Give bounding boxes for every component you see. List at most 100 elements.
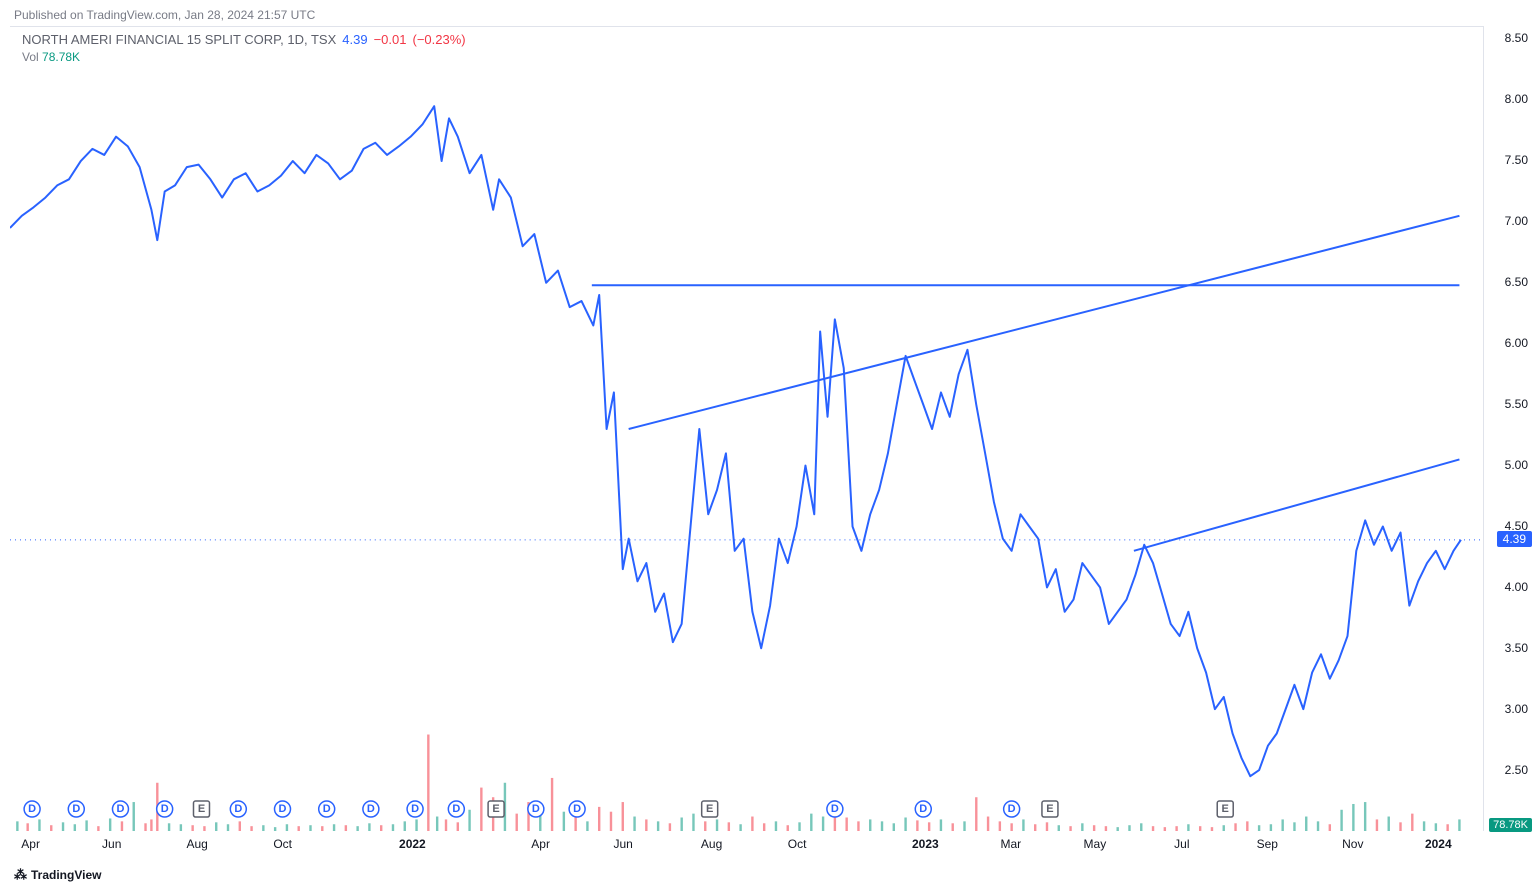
volume-bar (1435, 823, 1437, 831)
volume-bar (669, 823, 671, 831)
earnings-marker-icon[interactable]: E (1217, 801, 1233, 817)
volume-bar (845, 817, 847, 831)
volume-bar (633, 817, 635, 831)
x-tick-label: 2022 (399, 837, 426, 851)
volume-bar (751, 817, 753, 831)
volume-bar (168, 823, 170, 831)
volume-bar (622, 802, 624, 831)
volume-bar (321, 826, 323, 831)
volume-bar (916, 820, 918, 831)
volume-bar (869, 819, 871, 831)
x-tick-label: Sep (1257, 837, 1278, 851)
dividend-marker-icon[interactable]: D (112, 801, 128, 817)
x-tick-label: May (1084, 837, 1107, 851)
svg-text:D: D (161, 803, 169, 815)
volume-bar (250, 826, 252, 831)
volume-bar (1211, 827, 1213, 831)
volume-bar (963, 821, 965, 831)
svg-text:E: E (706, 803, 713, 815)
dividend-marker-icon[interactable]: D (363, 801, 379, 817)
volume-bar (739, 824, 741, 831)
volume-bar (1340, 810, 1342, 831)
x-tick-label: Jul (1174, 837, 1189, 851)
dividend-marker-icon[interactable]: D (319, 801, 335, 817)
volume-bar (1058, 825, 1060, 831)
dividend-marker-icon[interactable]: D (24, 801, 40, 817)
x-tick-label: Apr (531, 837, 550, 851)
volume-bar (144, 823, 146, 831)
svg-text:E: E (198, 803, 205, 815)
volume-bar (680, 817, 682, 831)
volume-bar (1140, 823, 1142, 831)
earnings-marker-icon[interactable]: E (702, 801, 718, 817)
volume-bar (1458, 819, 1460, 831)
volume-bar (1034, 824, 1036, 831)
volume-bar (1258, 825, 1260, 831)
x-axis: AprJunAugOct2022AprJunAugOct2023MarMayJu… (10, 833, 1484, 855)
dividend-marker-icon[interactable]: D (528, 801, 544, 817)
volume-bar (692, 814, 694, 831)
volume-bar (215, 822, 217, 831)
svg-text:D: D (831, 803, 839, 815)
earnings-marker-icon[interactable]: E (488, 801, 504, 817)
dividend-marker-icon[interactable]: D (157, 801, 173, 817)
volume-bar (563, 812, 565, 831)
trend-line[interactable] (1134, 459, 1460, 550)
volume-bar (928, 822, 930, 831)
volume-bar (1293, 822, 1295, 831)
volume-bar (333, 824, 335, 831)
svg-text:D: D (323, 803, 331, 815)
dividend-marker-icon[interactable]: D (915, 801, 931, 817)
earnings-marker-icon[interactable]: E (193, 801, 209, 817)
dividend-marker-icon[interactable]: D (407, 801, 423, 817)
volume-bar (1199, 826, 1201, 831)
x-tick-label: 2023 (912, 837, 939, 851)
dividend-marker-icon[interactable]: D (569, 801, 585, 817)
volume-bar (586, 821, 588, 831)
volume-bar (16, 821, 18, 831)
dividend-marker-icon[interactable]: D (275, 801, 291, 817)
x-tick-label: Aug (187, 837, 208, 851)
volume-bar (1376, 819, 1378, 831)
volume-bar (645, 819, 647, 831)
trend-line[interactable] (629, 216, 1460, 429)
volume-bar (436, 817, 438, 831)
svg-text:E: E (1046, 803, 1053, 815)
earnings-marker-icon[interactable]: E (1042, 801, 1058, 817)
dividend-marker-icon[interactable]: D (68, 801, 84, 817)
volume-bar (1329, 824, 1331, 831)
dividend-marker-icon[interactable]: D (448, 801, 464, 817)
volume-bar (74, 824, 76, 831)
volume-bar (1317, 821, 1319, 831)
volume-badge: 78.78K (1489, 818, 1532, 832)
y-axis: 8.508.007.507.006.506.005.505.004.504.00… (1486, 26, 1534, 831)
volume-bar (150, 819, 152, 831)
volume-bar (427, 735, 429, 831)
volume-bar (121, 821, 123, 831)
volume-bar (457, 822, 459, 831)
y-tick-label: 7.00 (1505, 214, 1528, 228)
volume-bar (1411, 814, 1413, 831)
volume-bar (1046, 822, 1048, 831)
y-tick-label: 7.50 (1505, 153, 1528, 167)
y-tick-label: 6.50 (1505, 275, 1528, 289)
volume-bar (380, 825, 382, 831)
dividend-marker-icon[interactable]: D (1004, 801, 1020, 817)
tradingview-logo-icon: ⁂ (14, 867, 27, 883)
dividend-marker-icon[interactable]: D (230, 801, 246, 817)
volume-bar (1128, 825, 1130, 831)
volume-bar (987, 817, 989, 831)
volume-bar (798, 822, 800, 831)
svg-text:D: D (919, 803, 927, 815)
dividend-marker-icon[interactable]: D (827, 801, 843, 817)
chart-area[interactable]: DDDDEDDDDDDEDDEDDDEE (10, 26, 1484, 831)
volume-bar (598, 807, 600, 831)
volume-bar (415, 819, 417, 831)
volume-bar (1164, 827, 1166, 831)
price-line (10, 106, 1461, 776)
volume-bar (728, 822, 730, 831)
x-tick-label: Oct (788, 837, 807, 851)
price-badge: 4.39 (1497, 531, 1532, 547)
svg-text:D: D (234, 803, 242, 815)
volume-bar (1116, 827, 1118, 831)
